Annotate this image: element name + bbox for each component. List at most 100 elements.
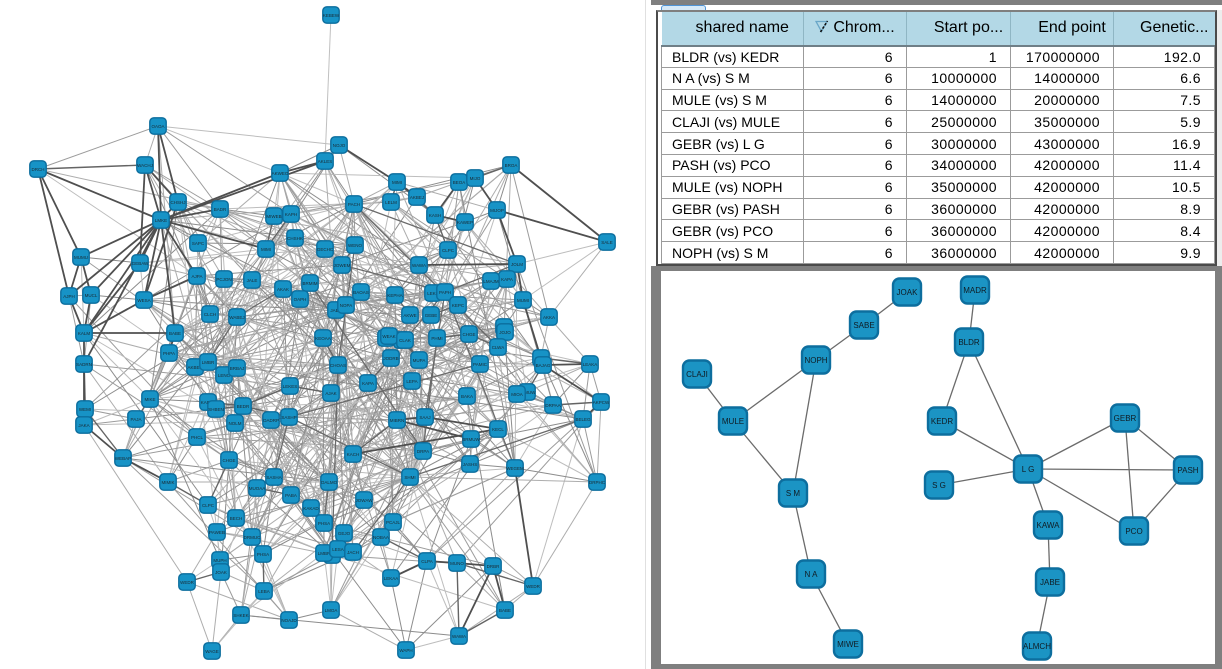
svg-text:KAWEP: KAWEP	[457, 220, 473, 225]
svg-text:OALMO: OALMO	[321, 480, 338, 485]
svg-text:JODRB: JODRB	[383, 356, 398, 361]
svg-text:CHGE: CHGE	[222, 458, 235, 463]
svg-text:LEKES: LEKES	[283, 384, 298, 389]
svg-text:DRPHC: DRPHC	[589, 480, 606, 485]
svg-text:CLPC: CLPC	[442, 248, 455, 253]
svg-text:BRMIM: BRMIM	[303, 281, 318, 286]
svg-text:WEAK: WEAK	[382, 334, 395, 339]
svg-text:JOAK: JOAK	[897, 288, 919, 297]
svg-text:KEDR: KEDR	[931, 417, 953, 426]
svg-text:GEBE: GEBE	[425, 313, 438, 318]
svg-text:PHPA: PHPA	[163, 351, 175, 356]
svg-text:KAPA: KAPA	[362, 381, 374, 386]
svg-text:PABA: PABA	[285, 493, 297, 498]
svg-text:LEMUW: LEMUW	[519, 390, 537, 395]
svg-text:JOWEM: JOWEM	[334, 263, 351, 268]
svg-text:LEKE: LEKE	[427, 291, 439, 296]
svg-text:MIKE: MIKE	[144, 397, 155, 402]
svg-text:BADR: BADR	[214, 207, 227, 212]
svg-text:ALMCH: ALMCH	[1023, 642, 1051, 651]
svg-text:MIBRN: MIBRN	[390, 418, 405, 423]
svg-text:JOLM: JOLM	[511, 262, 523, 267]
svg-text:SHBEN: SHBEN	[208, 407, 224, 412]
svg-text:DRPAA: DRPAA	[545, 403, 560, 408]
svg-text:JOJO: JOJO	[499, 330, 511, 335]
svg-text:BRBAJ: BRBAJ	[230, 366, 245, 371]
svg-text:KAWA: KAWA	[1037, 521, 1061, 530]
svg-text:AKWE: AKWE	[403, 313, 416, 318]
svg-text:PCJON: PCJON	[216, 277, 231, 282]
svg-text:MULE: MULE	[722, 417, 744, 426]
svg-text:AKKA: AKKA	[543, 315, 555, 320]
svg-text:PHSA: PHSA	[257, 552, 269, 557]
svg-text:WEMI: WEMI	[79, 407, 91, 412]
svg-text:SASHP: SASHP	[281, 415, 296, 420]
svg-text:BABE: BABE	[169, 331, 181, 336]
svg-text:CHSHK: CHSHK	[287, 236, 303, 241]
svg-text:BECH: BECH	[230, 516, 243, 521]
svg-text:MIMIK: MIMIK	[162, 480, 175, 485]
svg-text:DRBR: DRBR	[487, 564, 501, 569]
svg-text:KEPHA: KEPHA	[387, 293, 402, 298]
svg-text:PCO: PCO	[1125, 527, 1142, 536]
svg-text:LEPA: LEPA	[406, 379, 417, 384]
svg-text:MIJO: MIJO	[470, 176, 481, 181]
svg-text:LELM: LELM	[385, 200, 397, 205]
svg-text:SAPC: SAPC	[192, 241, 205, 246]
svg-text:LMBR: LMBR	[202, 360, 215, 365]
svg-text:JAKA: JAKA	[78, 423, 89, 428]
svg-text:MIMI: MIMI	[392, 180, 402, 185]
svg-text:SASHA: SASHA	[266, 475, 281, 480]
svg-text:MUNO: MUNO	[450, 561, 464, 566]
svg-text:LMOA: LMOA	[325, 608, 338, 613]
svg-text:BRMUW: BRMUW	[462, 437, 480, 442]
svg-text:CLAK: CLAK	[399, 338, 411, 343]
svg-text:OADRP: OADRP	[263, 418, 279, 423]
svg-text:AJPH: AJPH	[63, 294, 75, 299]
svg-text:SABE: SABE	[853, 321, 874, 330]
svg-text:WENO: WENO	[348, 243, 362, 248]
svg-text:KALM: KALM	[78, 331, 91, 336]
svg-text:S G: S G	[932, 481, 946, 490]
svg-text:LMBR: LMBR	[318, 551, 331, 556]
svg-text:PHSA: PHSA	[318, 521, 330, 526]
svg-text:JACH: JACH	[347, 550, 359, 555]
svg-text:MADR: MADR	[963, 286, 987, 295]
svg-text:AKBEJ: AKBEJ	[410, 195, 424, 200]
svg-text:NOBAA: NOBAA	[373, 535, 389, 540]
svg-text:WACHJ: WACHJ	[137, 163, 153, 168]
svg-text:PAMIC: PAMIC	[473, 362, 488, 367]
svg-text:BROA: BROA	[505, 163, 518, 168]
svg-text:SAAJ: SAAJ	[419, 415, 430, 420]
svg-text:AKPCW: AKPCW	[593, 400, 610, 405]
svg-text:KACH: KACH	[347, 452, 360, 457]
svg-text:WAPH: WAPH	[399, 648, 412, 653]
svg-text:BEDR: BEDR	[237, 404, 250, 409]
svg-text:AJPA: AJPA	[192, 274, 203, 279]
svg-text:S M: S M	[786, 489, 801, 498]
svg-text:L G: L G	[1022, 465, 1035, 474]
svg-text:LMAJM: LMAJM	[483, 279, 499, 284]
svg-text:AKWEO: AKWEO	[272, 171, 289, 176]
svg-text:PHCL: PHCL	[191, 435, 204, 440]
svg-text:DRCH: DRCH	[32, 167, 45, 172]
svg-text:LESA: LESA	[332, 547, 344, 552]
svg-text:BEOA: BEOA	[453, 180, 466, 185]
svg-text:N A: N A	[805, 570, 819, 579]
svg-text:GECHC: GECHC	[317, 247, 334, 252]
svg-text:PAPH: PAPH	[439, 290, 451, 295]
svg-text:CHGE: CHGE	[462, 332, 475, 337]
svg-text:OAPH: OAPH	[294, 297, 307, 302]
svg-text:KASH: KASH	[429, 213, 441, 218]
svg-text:MUPA: MUPA	[413, 358, 426, 363]
svg-text:KAPA: KAPA	[501, 277, 513, 282]
svg-text:PAWEB: PAWEB	[209, 530, 225, 535]
svg-text:MUOAA: MUOAA	[249, 486, 266, 491]
svg-text:CLPA: CLPA	[421, 559, 432, 564]
svg-text:MUMU: MUMU	[74, 255, 88, 260]
svg-text:AKBEK: AKBEK	[187, 365, 202, 370]
svg-text:JOAK: JOAK	[215, 570, 227, 575]
svg-text:BABE: BABE	[499, 608, 511, 613]
svg-text:MIMI: MIMI	[261, 247, 271, 252]
svg-text:WAWA: WAWA	[452, 634, 466, 639]
